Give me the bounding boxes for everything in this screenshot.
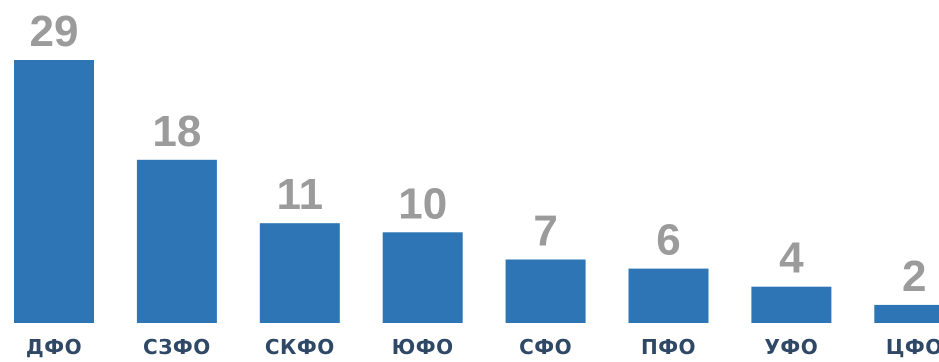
bar-4 [383,232,463,323]
category-label-5: СФО [519,335,572,359]
category-label-7: УФО [765,335,819,359]
category-label-2: СЗФО [143,335,211,359]
bar-8 [874,305,939,323]
category-label-1: ДФО [26,335,82,359]
data-label-6: 6 [656,216,680,265]
bar-6 [629,269,709,323]
category-label-8: ЦФО [886,335,939,359]
category-label-3: СКФО [265,335,335,359]
category-label-4: ЮФО [392,335,454,359]
bar-2 [137,160,217,323]
bar-7 [751,287,831,323]
category-label-6: ПФО [641,335,696,359]
bar-1 [14,60,94,323]
data-label-7: 4 [779,234,804,283]
data-label-4: 10 [398,179,447,228]
bar-3 [260,223,340,323]
bar-5 [506,260,586,324]
data-label-1: 29 [30,7,79,56]
data-label-3: 11 [277,170,324,219]
data-label-5: 7 [533,207,557,256]
data-label-8: 2 [902,252,926,301]
data-label-2: 18 [152,107,201,156]
